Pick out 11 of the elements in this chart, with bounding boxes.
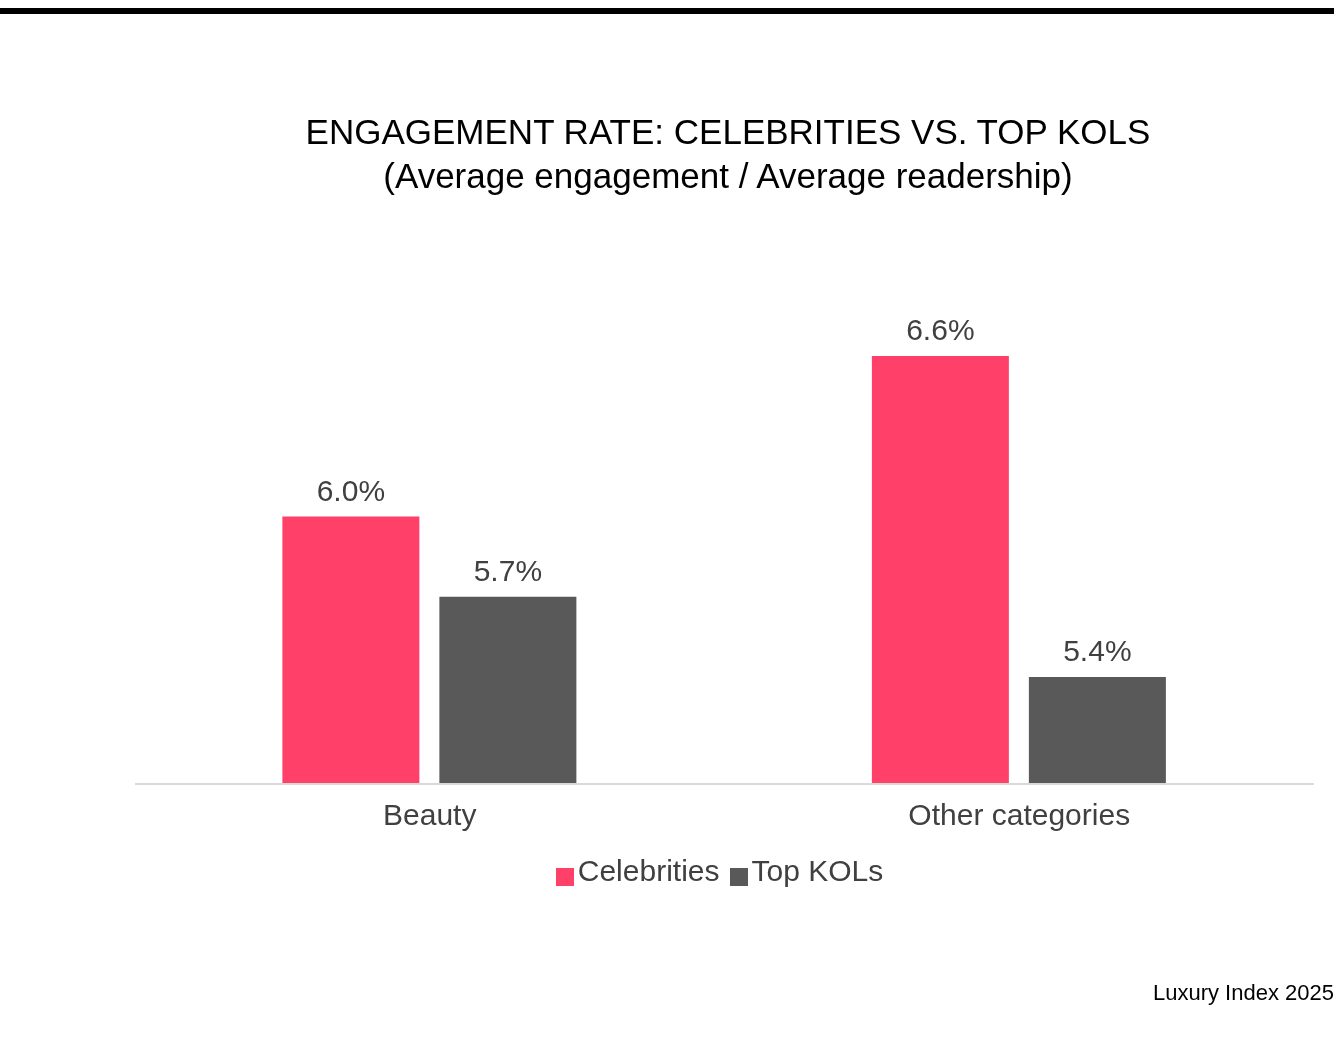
x-tick-label: Beauty (383, 798, 477, 832)
chart-title: ENGAGEMENT RATE: CELEBRITIES VS. TOP KOLS (304, 112, 1152, 152)
text: Luxury Index 2025 (1152, 980, 1334, 1006)
data-label: 6.6% (906, 313, 975, 346)
data-label: 5.7% (473, 553, 543, 587)
legend-label: Celebrities (577, 854, 720, 887)
legend-label: Top KOLs (751, 854, 884, 887)
data-label: 6.0% (316, 473, 386, 507)
data-label: 5.4% (1063, 634, 1132, 667)
x-tick-label: Other categories (908, 798, 1131, 832)
chart-subtitle: (Average engagement / Average readership) (382, 156, 1074, 196)
